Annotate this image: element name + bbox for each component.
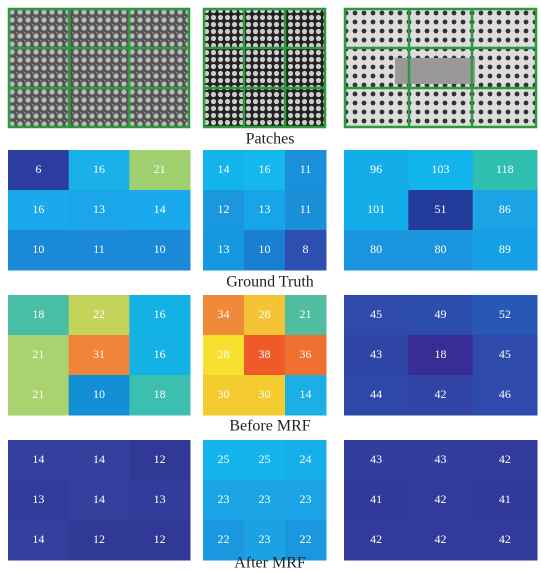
cell-value: 14	[93, 492, 105, 506]
cell-value: 10	[259, 242, 271, 256]
cell-value: 38	[259, 347, 271, 361]
section-label: Patches	[246, 131, 295, 148]
cell-value: 13	[259, 202, 271, 216]
cell-value: 43	[435, 452, 447, 466]
cell-value: 11	[93, 242, 105, 256]
cell-value: 18	[435, 347, 447, 361]
cell-value: 16	[259, 162, 271, 176]
patch-image	[203, 8, 326, 128]
cell-value: 21	[300, 307, 312, 321]
cell-value: 16	[93, 162, 105, 176]
cell-value: 14	[93, 452, 105, 466]
cell-value: 45	[499, 347, 511, 361]
cell-value: 10	[93, 387, 105, 401]
patch-image	[395, 58, 475, 84]
patch-images	[8, 8, 537, 128]
cell-value: 86	[499, 202, 511, 216]
cell-value: 14	[32, 452, 44, 466]
cell-value: 22	[300, 532, 312, 546]
cell-value: 8	[303, 242, 309, 256]
cell-value: 45	[370, 307, 382, 321]
cell-value: 13	[32, 492, 44, 506]
cell-value: 21	[154, 162, 166, 176]
cell-value: 44	[370, 387, 382, 401]
cell-value: 42	[435, 387, 447, 401]
cell-value: 23	[259, 532, 271, 546]
cell-value: 22	[93, 307, 105, 321]
cell-value: 21	[32, 347, 44, 361]
cell-value: 10	[154, 242, 166, 256]
cell-value: 12	[154, 532, 166, 546]
cell-value: 21	[32, 387, 44, 401]
cell-value: 11	[300, 162, 312, 176]
cell-value: 43	[370, 452, 382, 466]
cell-value: 16	[32, 202, 44, 216]
cell-value: 24	[300, 452, 312, 466]
section-label: After MRF	[234, 555, 306, 572]
cell-value: 28	[218, 347, 230, 361]
figure: Patches 6 16 21 16 13 14 10 11 10 14 16 11 12 13 11 13 10…	[0, 0, 541, 573]
cell-value: 23	[218, 492, 230, 506]
cell-value: 22	[218, 532, 230, 546]
cell-value: 89	[499, 242, 511, 256]
cell-value: 31	[93, 347, 105, 361]
cell-value: 96	[370, 162, 382, 176]
cell-value: 12	[218, 202, 230, 216]
cell-value: 42	[499, 532, 511, 546]
cell-value: 6	[35, 162, 41, 176]
cell-value: 34	[218, 307, 230, 321]
cell-value: 12	[93, 532, 105, 546]
cell-value: 43	[370, 347, 382, 361]
cell-value: 13	[93, 202, 105, 216]
cell-value: 42	[435, 532, 447, 546]
cell-value: 14	[218, 162, 230, 176]
cell-value: 52	[499, 307, 511, 321]
cell-value: 42	[370, 532, 382, 546]
cell-value: 13	[154, 492, 166, 506]
cell-value: 49	[435, 307, 447, 321]
cell-value: 28	[259, 307, 271, 321]
cell-value: 103	[432, 162, 450, 176]
cell-value: 101	[367, 202, 385, 216]
cell-value: 80	[435, 242, 447, 256]
patch-image	[8, 8, 190, 128]
cell-value: 13	[218, 242, 230, 256]
cell-value: 16	[154, 307, 166, 321]
cell-value: 46	[499, 387, 511, 401]
cell-value: 80	[370, 242, 382, 256]
cell-value: 16	[154, 347, 166, 361]
cell-value: 14	[154, 202, 166, 216]
cell-value: 18	[154, 387, 166, 401]
cell-value: 30	[218, 387, 230, 401]
cell-value: 18	[32, 307, 44, 321]
cell-value: 36	[300, 347, 312, 361]
cell-value: 42	[499, 452, 511, 466]
cell-value: 14	[300, 387, 312, 401]
cell-value: 10	[32, 242, 44, 256]
cell-value: 41	[499, 492, 511, 506]
cell-value: 23	[259, 492, 271, 506]
cell-value: 14	[32, 532, 44, 546]
cell-value: 42	[435, 492, 447, 506]
cell-value: 41	[370, 492, 382, 506]
cell-value: 25	[259, 452, 271, 466]
section-label: Ground Truth	[226, 274, 314, 291]
section-label: Before MRF	[229, 418, 310, 435]
cell-value: 51	[435, 202, 447, 216]
cell-value: 11	[300, 202, 312, 216]
cell-value: 118	[496, 162, 514, 176]
cell-value: 30	[259, 387, 271, 401]
cell-value: 23	[300, 492, 312, 506]
cell-value: 12	[154, 452, 166, 466]
cell-value: 25	[218, 452, 230, 466]
